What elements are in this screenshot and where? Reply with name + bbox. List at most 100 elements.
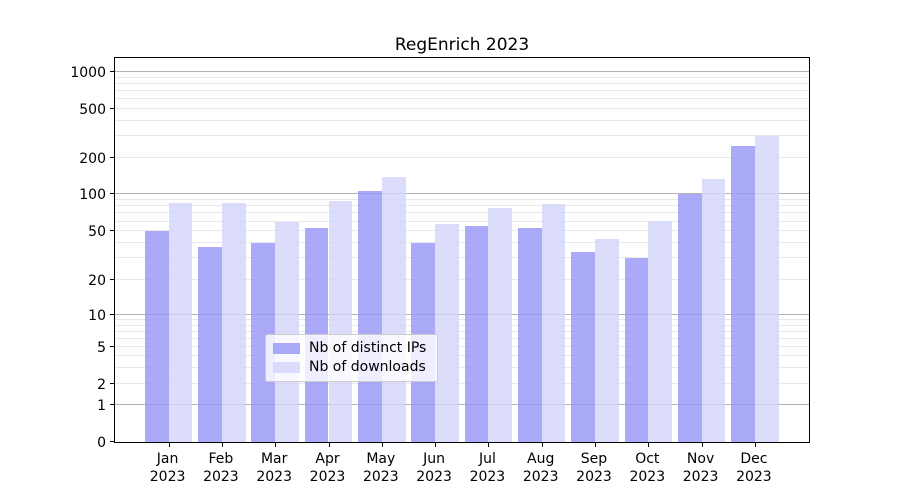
- legend-swatch-distinct-ips: [273, 342, 300, 354]
- bar-distinct-ips: [571, 251, 595, 442]
- gridline-major: [115, 193, 809, 195]
- bar-downloads: [435, 224, 459, 442]
- gridline-minor: [115, 242, 809, 244]
- x-tick-label-year: 2023: [576, 469, 612, 485]
- bar-downloads: [328, 200, 353, 442]
- gridline-minor: [115, 199, 809, 200]
- legend-label-downloads: Nb of downloads: [309, 359, 426, 375]
- x-tick-label-year: 2023: [629, 469, 666, 485]
- y-tick-mark: [110, 71, 114, 72]
- bar-downloads: [488, 208, 513, 442]
- y-tick-label: 5: [97, 340, 106, 356]
- x-tick-label: Oct 2023: [615, 450, 679, 486]
- gridline-minor: [115, 346, 809, 347]
- bar-distinct-ips: [731, 145, 755, 442]
- x-tick-mark: [328, 443, 330, 447]
- x-tick-label-month: Dec: [740, 451, 768, 467]
- y-tick-label: 500: [79, 101, 106, 118]
- x-tick-mark: [595, 443, 596, 447]
- gridline-minor: [115, 157, 809, 159]
- y-tick-mark: [110, 404, 114, 406]
- y-tick-label: 2: [97, 376, 106, 393]
- y-tick-mark: [110, 193, 114, 195]
- x-tick-mark: [701, 443, 703, 447]
- x-tick-label: Sep 2023: [562, 450, 626, 486]
- x-tick-label-year: 2023: [522, 469, 559, 485]
- y-tick-mark: [110, 278, 114, 280]
- x-tick-label-month: Jun: [423, 451, 446, 467]
- gridline-minor: [115, 205, 809, 207]
- bar-distinct-ips: [251, 243, 276, 442]
- x-tick-label: Aug 2023: [509, 450, 573, 486]
- x-tick-label-year: 2023: [736, 469, 772, 485]
- x-tick-label: Jun 2023: [402, 450, 466, 486]
- gridline-minor: [115, 278, 809, 280]
- x-tick-label: Apr 2023: [296, 450, 360, 486]
- x-tick-mark: [381, 443, 383, 447]
- bar-downloads: [701, 178, 726, 442]
- bar-downloads: [648, 220, 673, 442]
- x-tick-label-month: Aug: [527, 451, 555, 467]
- x-tick-label-year: 2023: [469, 469, 506, 485]
- y-tick-mark: [110, 346, 114, 347]
- gridline-minor: [115, 119, 809, 121]
- x-tick-label: Feb 2023: [189, 450, 253, 486]
- x-tick-label-year: 2023: [362, 469, 399, 485]
- x-tick-label-month: Mar: [260, 451, 288, 467]
- legend-label-distinct-ips: Nb of distinct IPs: [309, 340, 427, 356]
- gridline-minor: [115, 337, 809, 339]
- x-tick-mark: [648, 443, 650, 447]
- x-tick-label-year: 2023: [203, 469, 239, 485]
- x-tick-label-month: Jan: [156, 451, 179, 467]
- gridline-minor: [115, 230, 809, 232]
- y-tick-label: 10: [88, 308, 106, 325]
- x-tick-label: Mar 2023: [242, 450, 306, 486]
- gridline-minor: [115, 382, 809, 384]
- bar-downloads: [168, 203, 193, 442]
- x-tick-label-month: May: [366, 451, 396, 467]
- gridline-minor: [115, 366, 809, 368]
- chart-title: RegEnrich 2023: [394, 35, 530, 55]
- gridline-minor: [115, 319, 809, 321]
- gridline-major: [115, 314, 809, 316]
- y-tick-label: 0: [97, 435, 106, 451]
- x-tick-mark: [754, 443, 756, 447]
- gridline-major: [115, 404, 809, 406]
- y-tick-label: 20: [88, 272, 106, 289]
- y-tick-label: 200: [79, 151, 106, 168]
- bar-downloads: [275, 221, 299, 442]
- x-tick-label-year: 2023: [256, 469, 292, 485]
- y-tick-mark: [110, 382, 114, 384]
- gridline-minor: [115, 98, 809, 99]
- x-tick-label-month: Nov: [686, 451, 715, 467]
- gridline-major: [115, 71, 809, 72]
- y-tick-label: 1000: [70, 65, 106, 81]
- gridline-minor: [115, 82, 809, 84]
- bar-distinct-ips: [517, 228, 542, 442]
- y-tick-mark: [110, 230, 114, 232]
- gridline-minor: [115, 257, 809, 259]
- x-tick-label-month: Apr: [315, 451, 340, 467]
- y-tick-label: 100: [79, 187, 106, 204]
- gridline-minor: [115, 330, 809, 332]
- bar-distinct-ips: [358, 190, 382, 442]
- y-tick-label: 50: [88, 224, 106, 241]
- x-tick-label-year: 2023: [416, 469, 452, 485]
- x-tick-label-month: Oct: [635, 451, 660, 467]
- x-tick-label-month: Feb: [208, 451, 234, 467]
- x-tick-label: Dec 2023: [722, 450, 786, 486]
- x-tick-mark: [221, 443, 223, 447]
- x-tick-label: May 2023: [349, 450, 413, 486]
- x-tick-label-month: Jul: [478, 451, 496, 467]
- x-tick-mark: [435, 443, 437, 447]
- x-tick-label-year: 2023: [682, 469, 719, 485]
- gridline-minor: [115, 324, 809, 326]
- bar-downloads: [754, 136, 779, 442]
- bar-distinct-ips: [144, 231, 169, 442]
- legend-entry-downloads: Nb of downloads: [273, 359, 426, 375]
- legend-entry-distinct-ips: Nb of distinct IPs: [273, 340, 426, 356]
- gridline-minor: [115, 89, 809, 91]
- x-tick-label: Nov 2023: [669, 450, 733, 486]
- gridline-minor: [115, 135, 809, 137]
